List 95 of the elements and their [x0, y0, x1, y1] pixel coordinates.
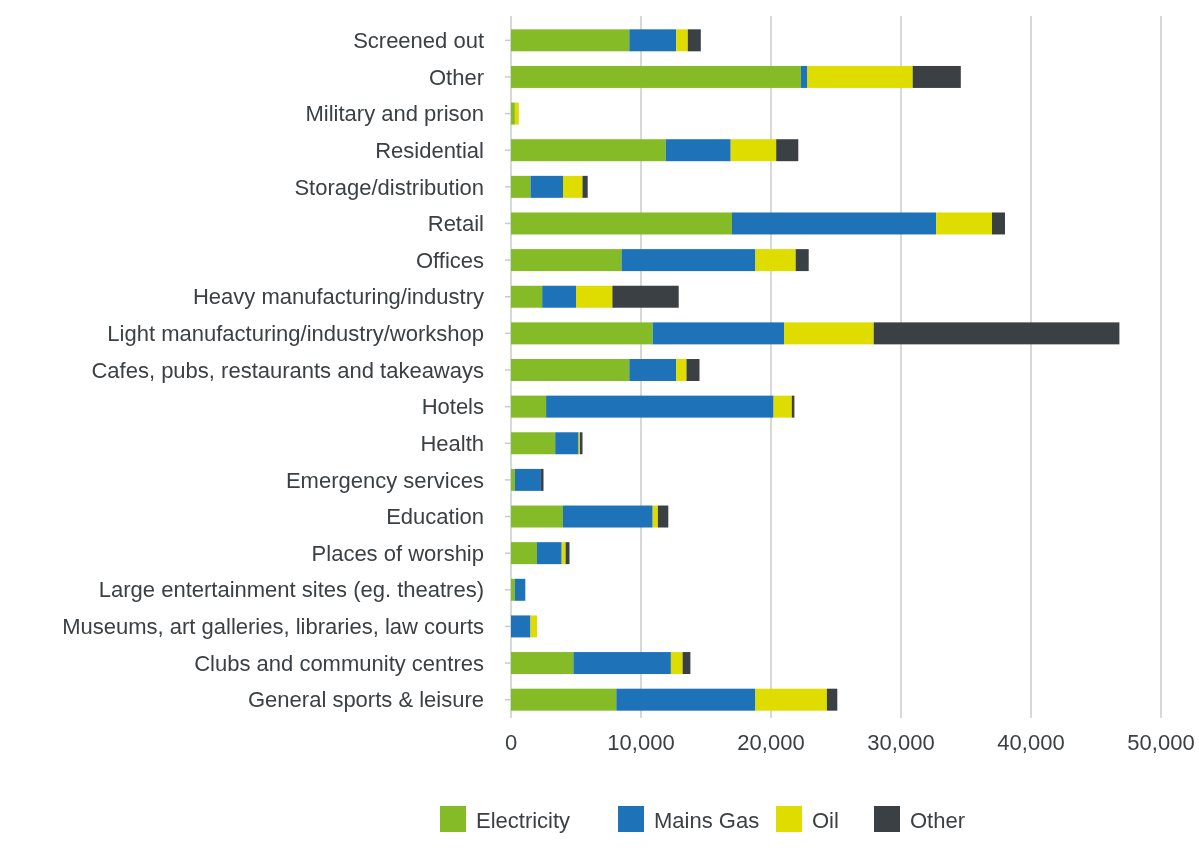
bar	[576, 285, 613, 308]
bar	[511, 578, 515, 601]
legend-label: Oil	[812, 807, 839, 833]
bar	[537, 542, 562, 565]
bar	[563, 505, 653, 528]
y-tick-label: Emergency services	[285, 467, 484, 493]
legend-label: Other	[910, 807, 966, 833]
bar	[582, 175, 588, 198]
bar	[565, 542, 570, 565]
legend-label: Mains Gas	[654, 807, 760, 833]
y-tick-label: Retail	[427, 211, 484, 237]
bar	[511, 175, 531, 198]
y-tick-label: Clubs and community centres	[194, 650, 484, 676]
bar	[511, 285, 543, 308]
bar	[936, 212, 992, 235]
bar	[992, 212, 1005, 235]
bar	[511, 322, 653, 345]
bar	[555, 432, 579, 455]
bar	[511, 102, 515, 125]
y-tick-label: Health	[420, 430, 484, 456]
bar	[546, 395, 774, 418]
bar	[530, 615, 537, 638]
bar	[563, 175, 583, 198]
bar	[616, 688, 756, 711]
bar	[784, 322, 874, 345]
bar	[511, 359, 630, 381]
bar	[676, 359, 687, 381]
bar	[511, 139, 666, 162]
bar	[511, 542, 537, 565]
bar	[807, 65, 913, 88]
y-tick-label: Other	[428, 64, 484, 90]
bar	[511, 432, 556, 455]
bar	[511, 652, 574, 675]
bar	[511, 615, 531, 638]
bar	[573, 652, 671, 675]
bar	[542, 285, 576, 308]
y-tick-label: Education	[386, 504, 484, 530]
bar	[826, 688, 838, 711]
y-tick-label: Heavy manufacturing/industry	[192, 284, 484, 310]
bar	[511, 29, 630, 52]
bar	[795, 249, 809, 272]
bar	[511, 395, 547, 418]
bar	[670, 652, 683, 675]
bar	[730, 139, 777, 162]
bar	[612, 285, 679, 308]
y-tick-label: Places of worship	[311, 540, 484, 566]
legend-label: Electricity	[476, 807, 571, 833]
x-tick-label: 40,000	[997, 730, 1065, 755]
bar	[687, 29, 701, 52]
bar	[629, 359, 677, 381]
bar	[755, 688, 827, 711]
bar	[511, 688, 617, 711]
bar	[511, 505, 563, 528]
bar	[511, 65, 801, 88]
bar	[511, 468, 515, 491]
y-tick-label: Museums, art galleries, libraries, law courts	[62, 614, 484, 640]
x-tick-label: 30,000	[867, 730, 935, 755]
y-tick-label: Light manufacturing/industry/workshop	[107, 321, 484, 347]
x-tick-label: 20,000	[737, 730, 805, 755]
y-tick-label: Storage/distribution	[294, 174, 484, 200]
y-tick-label: Cafes, pubs, restaurants and takeaways	[91, 357, 484, 383]
bar	[652, 322, 784, 345]
bar	[773, 395, 792, 418]
x-tick-label: 50,000	[1127, 730, 1195, 755]
bar	[912, 65, 961, 88]
bar	[514, 578, 526, 601]
bar	[511, 212, 732, 235]
bar	[540, 468, 544, 491]
bar	[776, 139, 799, 162]
bar	[511, 249, 622, 272]
y-tick-label: General sports & leisure	[248, 687, 484, 713]
bar	[800, 65, 808, 88]
bar	[629, 29, 677, 52]
y-tick-label: Military and prison	[305, 101, 484, 127]
y-tick-label: Large entertainment sites (eg. theatres)	[98, 577, 484, 603]
y-tick-label: Screened out	[353, 28, 484, 54]
bar	[514, 468, 541, 491]
y-tick-label: Residential	[375, 137, 484, 163]
y-tick-label: Hotels	[421, 394, 484, 420]
bar	[755, 249, 796, 272]
bar	[652, 505, 658, 528]
bar	[530, 175, 563, 198]
y-tick-label: Offices	[415, 247, 484, 273]
bar	[561, 542, 566, 565]
bar	[621, 249, 756, 272]
x-tick-label: 0	[504, 730, 518, 755]
bar	[657, 505, 669, 528]
bar	[676, 29, 688, 52]
bar	[682, 652, 691, 675]
x-tick-label: 10,000	[607, 730, 675, 755]
bar	[732, 212, 937, 235]
bar	[686, 359, 700, 381]
bar	[665, 139, 731, 162]
bar	[873, 322, 1120, 345]
bar	[514, 102, 519, 125]
